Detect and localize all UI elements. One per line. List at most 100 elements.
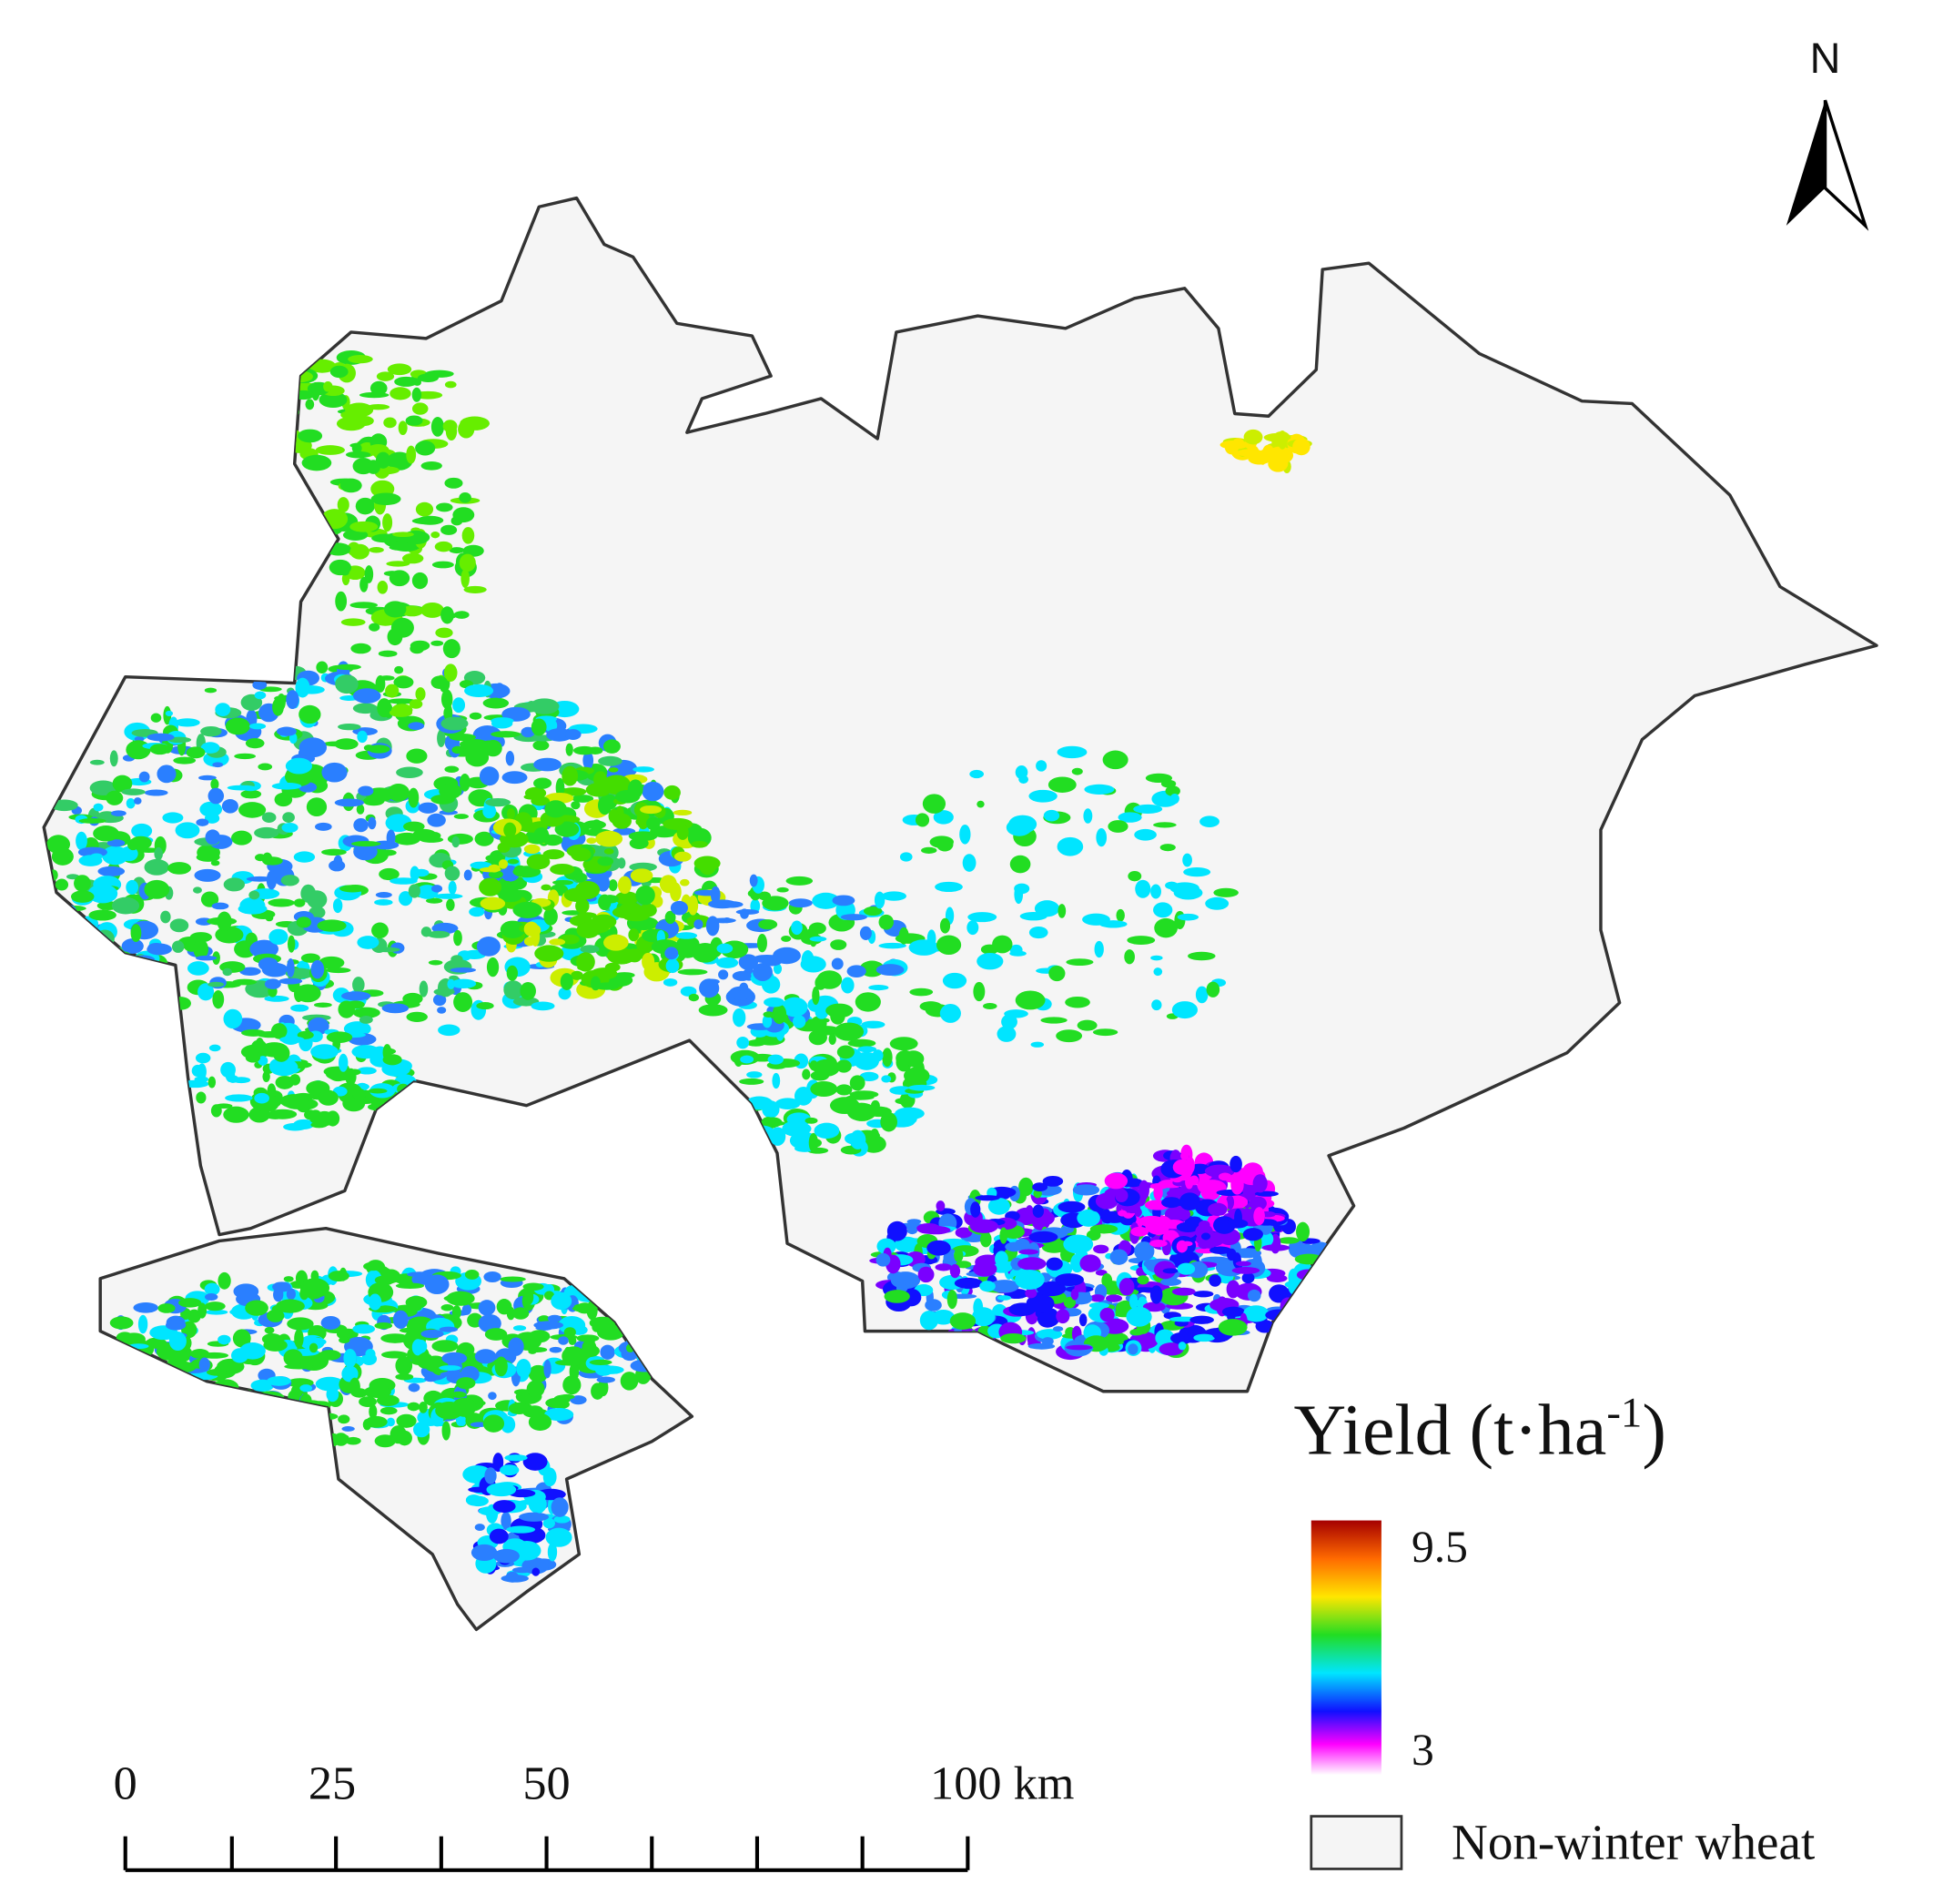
yield-patch [267, 1376, 291, 1386]
yield-patch [1030, 1041, 1045, 1048]
yield-patch [1267, 446, 1294, 465]
yield-patch [596, 1376, 615, 1383]
yield-patch [97, 866, 126, 876]
yield-patch [544, 1407, 574, 1422]
yield-patch [563, 1327, 576, 1338]
yield-patch [323, 381, 333, 392]
yield-patch [157, 1391, 174, 1400]
yield-patch [338, 723, 361, 731]
yield-patch [635, 885, 655, 906]
yield-patch [162, 1382, 184, 1391]
yield-patch [430, 640, 444, 646]
yield-patch [321, 762, 348, 783]
yield-patch [350, 643, 371, 654]
yield-patch [352, 1007, 380, 1018]
yield-patch [365, 1348, 376, 1360]
yield-patch [451, 836, 460, 848]
yield-patch [444, 477, 463, 489]
yield-patch [1170, 1332, 1194, 1344]
yield-patch [1232, 438, 1244, 447]
yield-patch [526, 854, 551, 870]
yield-patch [773, 963, 783, 975]
yield-patch [451, 1397, 477, 1417]
yield-patch [319, 956, 345, 969]
yield-patch [93, 825, 119, 842]
yield-patch [503, 822, 517, 838]
yield-patch [191, 1064, 204, 1078]
yield-patch [1088, 1301, 1109, 1309]
yield-patch [881, 1075, 892, 1083]
yield-patch [389, 543, 410, 551]
yield-patch [526, 1380, 545, 1398]
yield-patch [368, 744, 390, 754]
yield-patch [1014, 885, 1024, 905]
yield-patch [223, 1106, 249, 1123]
yield-patch [486, 957, 500, 977]
yield-patch [254, 826, 279, 839]
yield-patch [542, 849, 565, 860]
yield-patch [1183, 867, 1211, 877]
yield-patch [386, 561, 410, 567]
yield-patch [831, 957, 844, 970]
yield-patch [467, 1495, 489, 1507]
yield-patch [483, 1271, 501, 1282]
yield-patch [1261, 1244, 1290, 1251]
yield-patch [559, 1393, 575, 1400]
yield-patch [175, 822, 200, 839]
yield-patch [1066, 1344, 1093, 1351]
yield-patch [293, 1119, 315, 1129]
yield-patch [386, 451, 413, 471]
yield-patch [408, 884, 420, 898]
yield-patch [464, 1269, 480, 1280]
yield-patch [922, 794, 946, 814]
yield-patch [1169, 1185, 1181, 1199]
yield-patch [462, 544, 484, 557]
yield-patch [512, 901, 542, 918]
yield-patch [501, 1511, 511, 1531]
yield-patch [279, 1036, 305, 1044]
yield-patch [1230, 1155, 1242, 1173]
yield-patch [451, 745, 464, 755]
scale-label: 50 [522, 1757, 570, 1809]
yield-patch [479, 766, 500, 786]
yield-patch [440, 606, 454, 624]
yield-patch [299, 685, 325, 694]
yield-patch [311, 381, 320, 401]
yield-patch [863, 906, 883, 917]
yield-patch [1070, 1253, 1085, 1273]
yield-patch [227, 785, 257, 791]
yield-patch [562, 765, 579, 786]
yield-patch [98, 1347, 112, 1355]
yield-patch [452, 697, 466, 714]
yield-patch [283, 1276, 294, 1282]
legend-title-end: ) [1642, 1391, 1666, 1471]
yield-patch [395, 1373, 414, 1381]
yield-patch [830, 939, 847, 950]
yield-patch [438, 1024, 460, 1037]
yield-patch [486, 1483, 517, 1497]
yield-patch [571, 970, 583, 980]
yield-patch [973, 981, 986, 1002]
yield-patch [966, 920, 979, 936]
yield-patch [849, 1075, 865, 1091]
yield-patch [173, 756, 197, 765]
yield-patch [603, 848, 614, 855]
yield-patch [109, 750, 118, 767]
yield-patch [418, 802, 439, 814]
yield-patch [126, 879, 139, 895]
yield-patch [1181, 1241, 1193, 1247]
yield-patch [231, 1077, 251, 1084]
yield-patch [290, 1004, 309, 1012]
yield-patch [189, 1412, 204, 1420]
yield-patch [274, 1424, 303, 1443]
yield-patch [1128, 1343, 1138, 1355]
yield-patch [1249, 1196, 1267, 1211]
yield-patch [432, 994, 447, 1007]
yield-patch [488, 864, 501, 873]
yield-patch [1153, 902, 1173, 918]
yield-patch [287, 935, 296, 953]
yield-patch [967, 912, 997, 923]
yield-patch [841, 977, 855, 994]
yield-patch [443, 663, 458, 683]
